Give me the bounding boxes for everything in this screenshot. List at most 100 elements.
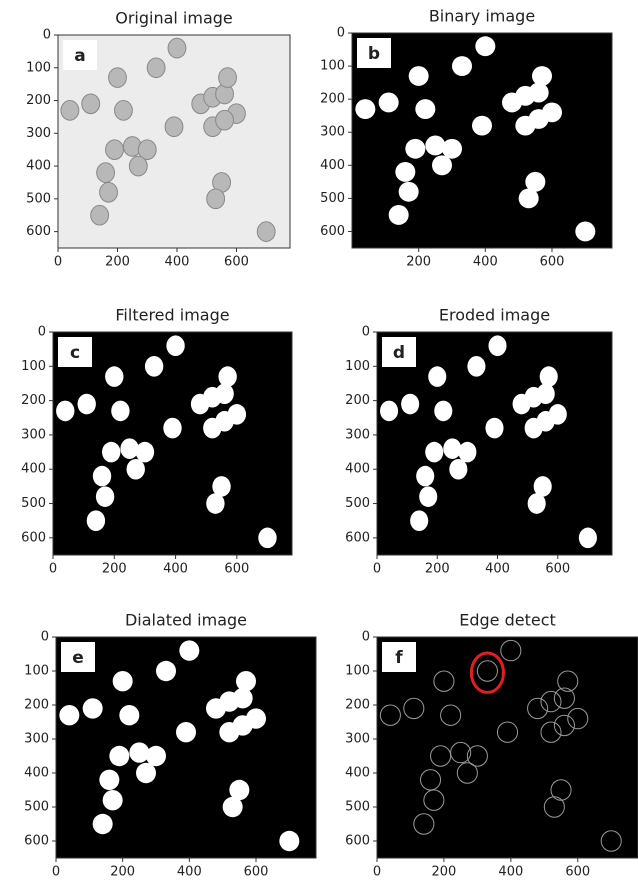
y-tick-label: 300 — [26, 126, 51, 141]
panel: b Binary image 200 400 600 0 100 200 300 400 500 60… — [320, 7, 613, 270]
blob — [405, 138, 426, 159]
blob — [146, 57, 166, 79]
blob — [256, 221, 276, 242]
blob — [388, 205, 409, 225]
label-box — [63, 40, 97, 70]
blob — [232, 688, 253, 709]
y-tick-label: 500 — [26, 191, 51, 206]
blob — [440, 704, 462, 726]
blob — [425, 441, 444, 463]
blob — [553, 714, 575, 737]
blob — [425, 135, 446, 156]
y-tick-label: 600 — [320, 224, 345, 239]
blob — [536, 410, 555, 432]
blob — [428, 366, 447, 387]
blob — [543, 796, 565, 818]
y-tick-label: 600 — [345, 834, 370, 849]
blob — [144, 356, 164, 377]
y-tick-label: 400 — [26, 159, 51, 174]
blob — [476, 660, 498, 682]
blob — [114, 100, 133, 121]
y-tick-label: 300 — [21, 427, 46, 442]
x-tick-label: 0 — [54, 255, 62, 270]
blob — [112, 671, 133, 692]
blob — [434, 400, 453, 422]
blob — [527, 697, 549, 720]
blob — [135, 441, 155, 463]
blob — [467, 356, 486, 377]
y-tick-label: 0 — [43, 28, 51, 43]
blob — [92, 465, 112, 487]
x-tick-label: 600 — [244, 865, 269, 880]
y-tick-label: 500 — [24, 800, 49, 815]
blob — [102, 441, 121, 463]
blob — [442, 138, 462, 159]
y-tick-label: 100 — [345, 359, 370, 374]
blob — [258, 527, 277, 549]
blob — [419, 486, 438, 507]
blob — [423, 789, 445, 811]
blob — [236, 671, 256, 692]
blob — [164, 116, 184, 138]
blob — [229, 779, 250, 801]
blob — [532, 66, 552, 86]
x-tick-label: 600 — [224, 255, 249, 270]
blob — [540, 690, 562, 713]
blob — [99, 769, 120, 790]
highlight-circle — [469, 651, 505, 694]
blob — [450, 741, 472, 764]
blob — [466, 745, 488, 767]
blob — [179, 640, 200, 661]
blob — [472, 115, 492, 136]
blob — [60, 100, 80, 121]
y-tick-label: 400 — [345, 766, 370, 781]
x-tick-label: 0 — [373, 865, 381, 880]
y-tick-label: 200 — [345, 393, 370, 408]
y-tick-label: 200 — [345, 698, 370, 713]
blob — [485, 417, 504, 439]
y-tick-label: 400 — [21, 462, 46, 477]
panel-label: f — [395, 648, 403, 668]
blob — [128, 155, 148, 177]
image-content — [56, 335, 277, 549]
blob — [575, 221, 596, 242]
x-tick-label: 600 — [565, 865, 590, 880]
blob — [378, 92, 399, 113]
blob — [176, 722, 196, 743]
x-tick-label: 600 — [545, 562, 570, 577]
blob — [395, 162, 416, 182]
x-tick-label: 600 — [540, 255, 565, 270]
y-tick-label: 100 — [345, 664, 370, 679]
blob — [95, 486, 115, 507]
y-tick-label: 300 — [345, 427, 370, 442]
blob — [432, 155, 452, 176]
blob — [527, 493, 546, 514]
x-tick-label: 200 — [105, 255, 130, 270]
blob — [355, 99, 376, 119]
panel-label: b — [368, 44, 380, 64]
y-tick-label: 0 — [38, 325, 46, 340]
blob — [488, 335, 507, 357]
x-tick-label: 200 — [406, 255, 431, 270]
blob — [533, 476, 552, 497]
y-tick-label: 400 — [320, 158, 345, 173]
blob — [136, 762, 156, 784]
blob — [59, 705, 80, 726]
y-tick-label: 0 — [41, 630, 49, 645]
panel-title: Dialated image — [125, 611, 247, 630]
panel: c Filtered image 0 200 400 600 0 100 200 300 400 50… — [21, 306, 293, 577]
blob — [212, 476, 231, 497]
panel-label: e — [72, 648, 84, 668]
blob — [218, 366, 237, 387]
blob — [279, 830, 300, 852]
label-box — [58, 337, 92, 367]
image-content — [380, 335, 597, 549]
blob — [215, 383, 234, 405]
y-tick-label: 100 — [26, 60, 51, 75]
y-tick-label: 100 — [320, 59, 345, 74]
blob — [408, 66, 429, 86]
blob — [528, 82, 549, 103]
blob — [433, 670, 455, 692]
blob — [403, 697, 425, 720]
